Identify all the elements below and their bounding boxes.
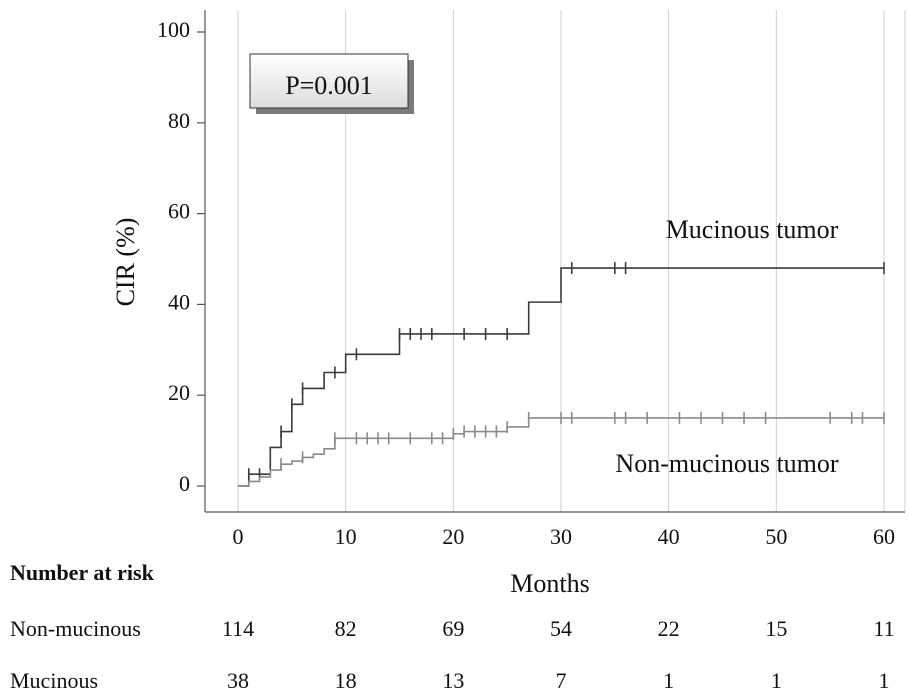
risk-value-0-1: 82 [335, 616, 357, 641]
risk-value-1-5: 1 [771, 668, 782, 693]
risk-value-0-0: 114 [222, 616, 254, 641]
risk-value-0-6: 11 [873, 616, 894, 641]
series-label-mucinous: Mucinous tumor [666, 215, 839, 244]
risk-value-0-2: 69 [442, 616, 464, 641]
risk-value-1-0: 38 [227, 668, 249, 693]
risk-value-1-4: 1 [663, 668, 674, 693]
risk-value-0-5: 15 [765, 616, 787, 641]
series-label-non-mucinous: Non-mucinous tumor [615, 449, 838, 478]
p-value-box: P=0.001 [249, 53, 414, 114]
risk-value-1-1: 18 [335, 668, 357, 693]
series-0 [238, 262, 885, 487]
risk-value-1-3: 7 [556, 668, 567, 693]
curves [238, 262, 885, 487]
x-tick-label-0: 0 [233, 524, 244, 549]
risk-value-0-4: 22 [658, 616, 680, 641]
x-tick-label-20: 20 [442, 524, 464, 549]
y-tick-labels: 0 20 40 60 80 100 [157, 17, 190, 496]
p-value-text: P=0.001 [285, 71, 373, 100]
y-axis-title: CIR (%) [111, 218, 140, 307]
y-tick-label-40: 40 [168, 289, 190, 314]
risk-value-1-6: 1 [879, 668, 890, 693]
y-tick-label-80: 80 [168, 108, 190, 133]
y-tick-label-100: 100 [157, 17, 190, 42]
risk-value-1-2: 13 [442, 668, 464, 693]
series-line-0 [238, 267, 884, 487]
risk-row-label-mucinous: Mucinous [10, 668, 98, 693]
axes [197, 10, 906, 513]
y-tick-label-0: 0 [179, 471, 190, 496]
x-tick-label-10: 10 [335, 524, 357, 549]
series-1 [238, 411, 885, 487]
x-tick-label-50: 50 [765, 524, 787, 549]
x-tick-label-60: 60 [873, 524, 895, 549]
risk-value-0-3: 54 [550, 616, 572, 641]
risk-row-label-non-mucinous: Non-mucinous [10, 616, 141, 641]
risk-table-title: Number at risk [10, 560, 155, 585]
y-tick-label-20: 20 [168, 380, 190, 405]
x-axis-title: Months [510, 569, 589, 598]
x-tick-label-30: 30 [550, 524, 572, 549]
x-tick-label-40: 40 [658, 524, 680, 549]
x-tick-labels: 0 10 20 30 40 50 60 [233, 524, 896, 549]
y-tick-label-60: 60 [168, 199, 190, 224]
